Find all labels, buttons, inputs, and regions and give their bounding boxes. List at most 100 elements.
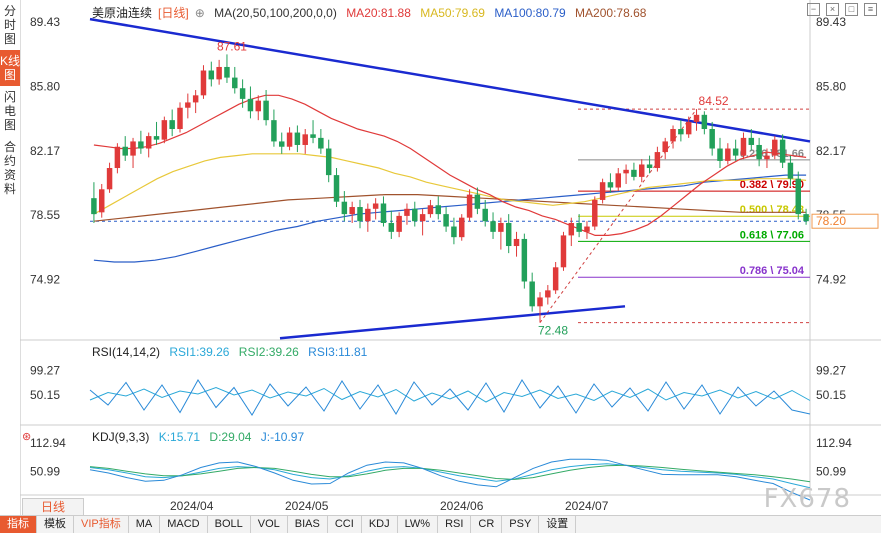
- rsi-y-tick-right: 50.15: [816, 388, 846, 402]
- ma20-value: MA20:81.88: [346, 6, 411, 20]
- candle-body: [693, 114, 700, 122]
- tab-contract-info[interactable]: 合约资料: [3, 140, 16, 196]
- candle-body: [787, 162, 794, 179]
- candle-body: [756, 144, 762, 160]
- y-tick-left: 85.80: [30, 79, 60, 93]
- candle-body: [404, 208, 410, 216]
- candle-body: [646, 164, 653, 169]
- tab-kline[interactable]: K线图: [0, 50, 20, 86]
- candle-body: [388, 222, 395, 232]
- cci-tab[interactable]: CCI: [328, 516, 362, 533]
- candle-body: [482, 208, 488, 222]
- high-annotation: 87.61: [217, 39, 247, 53]
- candle-body: [357, 207, 363, 222]
- candle-body: [685, 121, 692, 135]
- ma-tab[interactable]: MA: [129, 516, 161, 533]
- swing-connector: [539, 108, 697, 323]
- candle-body: [99, 189, 105, 213]
- candle-body: [435, 205, 441, 215]
- current-price-box: [811, 213, 879, 229]
- close-icon[interactable]: ×: [826, 3, 839, 16]
- y-tick-left: 89.43: [30, 15, 60, 29]
- candle-body: [459, 217, 465, 238]
- period-badge: [日线]: [158, 6, 189, 20]
- candle-body: [466, 194, 473, 218]
- boll-tab[interactable]: BOLL: [208, 516, 251, 533]
- bias-tab[interactable]: BIAS: [288, 516, 328, 533]
- ma50-line: [93, 153, 807, 215]
- candle-body: [239, 88, 246, 99]
- kdj-y-tick-right: 50.99: [816, 465, 846, 479]
- candle-body: [772, 139, 778, 156]
- settings-icon[interactable]: ⊕: [194, 6, 205, 20]
- candle-body: [709, 129, 715, 149]
- candle-body: [232, 77, 238, 89]
- candle-body: [537, 297, 543, 307]
- vol-tab[interactable]: VOL: [251, 516, 288, 533]
- candle-body: [271, 120, 277, 142]
- cr-tab[interactable]: CR: [471, 516, 503, 533]
- candle-body: [427, 205, 434, 215]
- window-controls: − × □ ≡: [807, 3, 877, 16]
- candle-body: [521, 238, 528, 282]
- macd-tab[interactable]: MACD: [160, 516, 208, 533]
- x-tick: 2024/04: [170, 499, 214, 513]
- psy-tab[interactable]: PSY: [502, 516, 540, 533]
- more-icon[interactable]: ≡: [864, 3, 877, 16]
- candle-body: [607, 182, 614, 188]
- candle-body: [451, 226, 457, 238]
- rsi-line-rsi3: [89, 379, 811, 416]
- candle-body: [725, 148, 731, 161]
- candle-body: [318, 137, 324, 149]
- candle-body: [545, 290, 551, 298]
- candle-body: [255, 100, 261, 112]
- tab-timeshare[interactable]: 分时图: [3, 4, 16, 46]
- y-tick-right: 85.80: [816, 79, 846, 93]
- expand-icon[interactable]: □: [845, 3, 858, 16]
- rsi-y-tick-left: 50.15: [30, 388, 60, 402]
- candle-body: [325, 148, 332, 176]
- settings-tab[interactable]: 设置: [539, 516, 577, 533]
- kdj-line-k: [89, 463, 811, 489]
- main-legend: 美原油连续 [日线] ⊕ MA(20,50,100,200,0,0) MA20:81…: [92, 4, 652, 21]
- indicator-tab[interactable]: 指标: [0, 516, 37, 533]
- crosshair-icon: ⊛: [22, 431, 31, 443]
- candle-body: [678, 129, 684, 135]
- symbol-name: 美原油连续: [92, 6, 153, 20]
- chart-canvas: 89.4389.4385.8085.8082.1782.1778.5578.55…: [20, 0, 881, 513]
- candle-body: [654, 152, 661, 169]
- x-tick: 2024/07: [565, 499, 609, 513]
- candle-body: [122, 146, 128, 156]
- fib-label: 0.236 \ 81.66: [740, 148, 804, 160]
- template-tab[interactable]: 模板: [37, 516, 74, 533]
- rsi-tab[interactable]: RSI: [438, 516, 472, 533]
- candle-body: [779, 139, 786, 163]
- candle-body: [513, 238, 520, 247]
- minus-icon[interactable]: −: [807, 3, 820, 16]
- candle-body: [333, 175, 340, 202]
- rsi-legend: RSI(14,14,2) RSI1:39.26 RSI2:39.26 RSI3:…: [92, 345, 373, 359]
- ma100-line: [93, 174, 807, 263]
- y-tick-right: 82.17: [816, 144, 846, 158]
- kdj-tab[interactable]: KDJ: [362, 516, 398, 533]
- candle-body: [341, 201, 348, 215]
- period-selector[interactable]: 日线: [22, 498, 84, 517]
- y-tick-right: 89.43: [816, 15, 846, 29]
- kdj-k-value: K:15.71: [158, 430, 201, 444]
- candle-body: [443, 214, 449, 227]
- fib-label: 0.618 \ 77.06: [740, 229, 804, 241]
- candle-body: [216, 66, 222, 80]
- kdj-legend: KDJ(9,3,3) K:15.71 D:29.04 J:-10.97: [92, 430, 310, 444]
- tab-flash[interactable]: 闪电图: [3, 90, 16, 132]
- y-tick-left: 82.17: [30, 144, 60, 158]
- lwr-tab[interactable]: LW%: [398, 516, 439, 533]
- candle-body: [114, 146, 121, 169]
- candle-body: [192, 95, 199, 103]
- vip-indicator-tab[interactable]: VIP指标: [74, 516, 129, 533]
- candle-body: [372, 203, 379, 209]
- candle-body: [592, 199, 598, 227]
- kdj-y-tick-left: 50.99: [30, 465, 60, 479]
- candle-body: [529, 281, 535, 307]
- candle-body: [153, 136, 160, 140]
- current-price-label: 78.20: [816, 214, 846, 228]
